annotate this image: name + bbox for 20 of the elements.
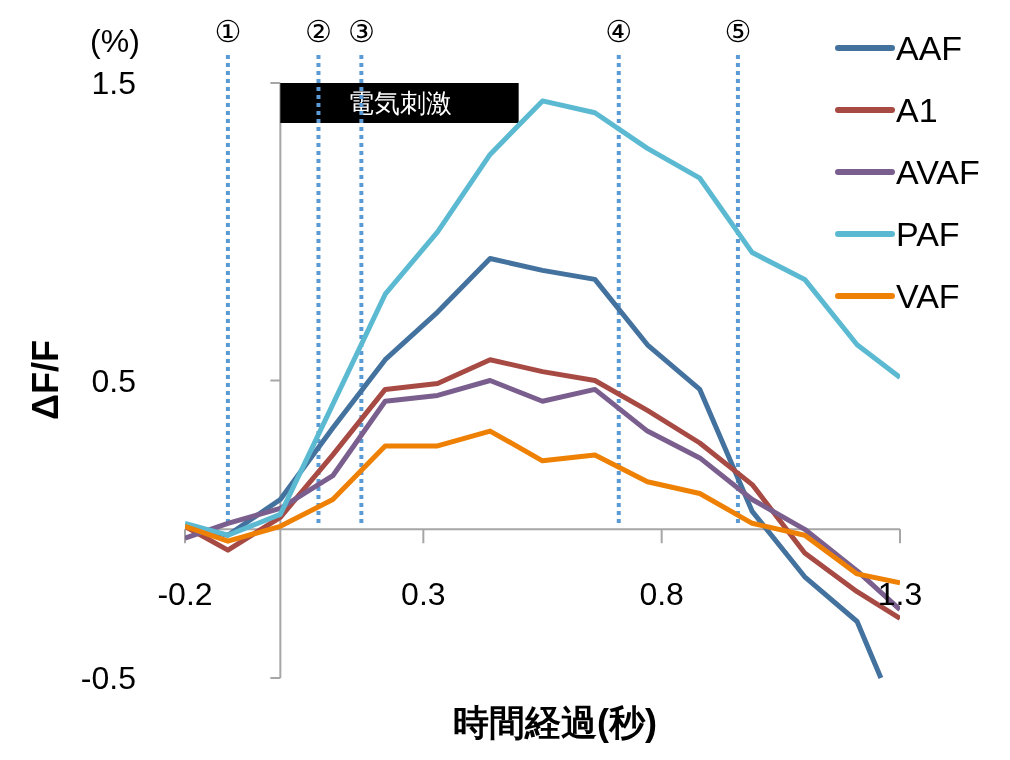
x-tick-label: 1.3 [877, 576, 923, 612]
ref-line-label: ④ [605, 14, 633, 49]
x-tick-label: -0.2 [157, 576, 213, 612]
ref-line-label: ⑤ [724, 14, 752, 49]
legend-label: VAF [896, 277, 960, 315]
x-tick-label: 0.8 [639, 576, 684, 612]
y-tick-label: 1.5 [91, 65, 136, 101]
ref-line-label: ③ [347, 14, 375, 49]
x-tick-label: 0.3 [401, 576, 446, 612]
legend-label: PAF [896, 215, 960, 253]
text: (%) [90, 23, 140, 59]
ref-line-label: ① [214, 14, 242, 49]
legend-label: AVAF [896, 153, 980, 191]
y-tick-label: -0.5 [80, 660, 136, 696]
legend-label: AAF [896, 29, 963, 67]
x-axis-title: 時間経過(秒) [453, 702, 657, 743]
ref-line-label: ② [305, 14, 332, 49]
y-tick-label: 0.5 [91, 362, 136, 399]
legend-label: A1 [896, 91, 938, 129]
y-axis-title: ΔF/F [25, 340, 66, 420]
